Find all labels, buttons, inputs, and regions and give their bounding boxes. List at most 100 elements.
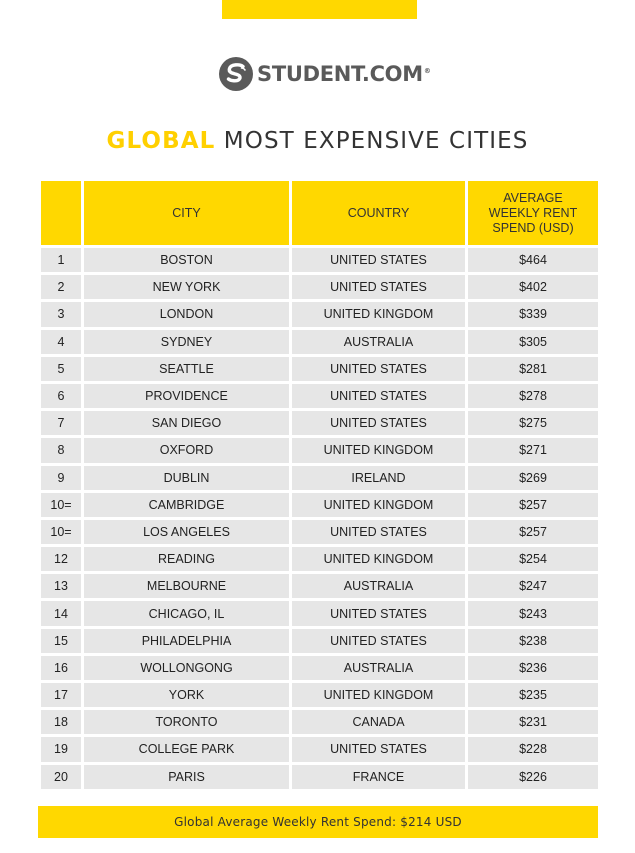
cell-city: CHICAGO, IL [84,601,289,626]
cell-country: UNITED KINGDOM [292,438,465,463]
table-row: 8 OXFORD UNITED KINGDOM $271 [41,438,598,463]
cell-country: AUSTRALIA [292,655,465,680]
table-row: 9 DUBLIN IRELAND $269 [41,465,598,490]
cell-rank: 9 [41,465,81,490]
cell-country: UNITED STATES [292,275,465,300]
cell-city: NEW YORK [84,275,289,300]
cell-rent: $275 [468,411,598,436]
ranking-table: CITY COUNTRY AVERAGE WEEKLY RENT SPEND (… [38,178,601,792]
cell-city: YORK [84,683,289,708]
cell-country: IRELAND [292,465,465,490]
cell-rent: $269 [468,465,598,490]
cell-rank: 17 [41,683,81,708]
top-accent-bar [222,0,417,19]
table-row: 2 NEW YORK UNITED STATES $402 [41,275,598,300]
page-title: GLOBAL MOST EXPENSIVE CITIES [0,128,635,154]
cell-city: LOS ANGELES [84,519,289,545]
cell-rank: 13 [41,574,81,599]
cell-rank: 14 [41,601,81,626]
cell-rank: 10= [41,519,81,545]
cell-rank: 1 [41,248,81,273]
cell-rank: 15 [41,628,81,653]
cell-rank: 10= [41,492,81,517]
table-row: 16 WOLLONGONG AUSTRALIA $236 [41,655,598,680]
cell-rent: $238 [468,628,598,653]
cell-rank: 6 [41,383,81,409]
table-row: 19 COLLEGE PARK UNITED STATES $228 [41,737,598,762]
cell-rent: $228 [468,737,598,762]
cell-country: UNITED STATES [292,601,465,626]
cell-rank: 8 [41,438,81,463]
cell-country: UNITED KINGDOM [292,683,465,708]
cell-city: CAMBRIDGE [84,492,289,517]
cell-rank: 5 [41,356,81,381]
title-accent: GLOBAL [106,128,216,154]
cell-rent: $243 [468,601,598,626]
table-row: 1 BOSTON UNITED STATES $464 [41,248,598,273]
cell-city: MELBOURNE [84,574,289,599]
table-row: 3 LONDON UNITED KINGDOM $339 [41,302,598,327]
cell-city: COLLEGE PARK [84,737,289,762]
cell-rank: 20 [41,764,81,789]
cell-city: READING [84,547,289,572]
cell-rent: $402 [468,275,598,300]
cell-city: BOSTON [84,248,289,273]
header-rent: AVERAGE WEEKLY RENT SPEND (USD) [468,181,598,245]
cell-rent: $464 [468,248,598,273]
title-rest: MOST EXPENSIVE CITIES [223,128,529,154]
cell-city: PROVIDENCE [84,383,289,409]
table-row: 14 CHICAGO, IL UNITED STATES $243 [41,601,598,626]
cell-rent: $235 [468,683,598,708]
cell-rank: 2 [41,275,81,300]
cell-rent: $339 [468,302,598,327]
cell-city: SAN DIEGO [84,411,289,436]
student-logo-icon [219,57,253,91]
cell-city: PARIS [84,764,289,789]
cell-rent: $271 [468,438,598,463]
global-average-banner: Global Average Weekly Rent Spend: $214 U… [38,806,598,838]
cell-rent: $231 [468,710,598,735]
cell-rank: 3 [41,302,81,327]
cell-country: UNITED STATES [292,628,465,653]
global-average-text: Global Average Weekly Rent Spend: $214 U… [174,815,462,829]
logo-wordmark: STUDENT.COM® [257,62,431,86]
cell-rent: $281 [468,356,598,381]
header-country: COUNTRY [292,181,465,245]
cell-city: TORONTO [84,710,289,735]
student-com-logo: STUDENT.COM® [218,54,431,94]
cell-city: PHILADELPHIA [84,628,289,653]
cell-country: UNITED STATES [292,519,465,545]
cell-city: LONDON [84,302,289,327]
cell-country: UNITED STATES [292,411,465,436]
cell-rent: $226 [468,764,598,789]
table-row: 4 SYDNEY AUSTRALIA $305 [41,329,598,354]
cell-rent: $278 [468,383,598,409]
table-header-row: CITY COUNTRY AVERAGE WEEKLY RENT SPEND (… [41,181,598,245]
table-row: 17 YORK UNITED KINGDOM $235 [41,683,598,708]
cell-country: FRANCE [292,764,465,789]
cell-rank: 18 [41,710,81,735]
header-city: CITY [84,181,289,245]
cell-rent: $305 [468,329,598,354]
cell-rent: $254 [468,547,598,572]
cell-country: UNITED KINGDOM [292,492,465,517]
cell-country: UNITED KINGDOM [292,302,465,327]
table-row: 20 PARIS FRANCE $226 [41,764,598,789]
table-row: 12 READING UNITED KINGDOM $254 [41,547,598,572]
header-rank [41,181,81,245]
cell-country: UNITED KINGDOM [292,547,465,572]
table-row: 18 TORONTO CANADA $231 [41,710,598,735]
cell-country: UNITED STATES [292,737,465,762]
table-row: 6 PROVIDENCE UNITED STATES $278 [41,383,598,409]
table-row: 15 PHILADELPHIA UNITED STATES $238 [41,628,598,653]
cell-rank: 12 [41,547,81,572]
cell-country: CANADA [292,710,465,735]
cell-rent: $257 [468,492,598,517]
table-row: 5 SEATTLE UNITED STATES $281 [41,356,598,381]
cell-country: UNITED STATES [292,383,465,409]
cell-rent: $257 [468,519,598,545]
cell-country: UNITED STATES [292,248,465,273]
cell-city: DUBLIN [84,465,289,490]
cell-city: OXFORD [84,438,289,463]
cell-city: SYDNEY [84,329,289,354]
